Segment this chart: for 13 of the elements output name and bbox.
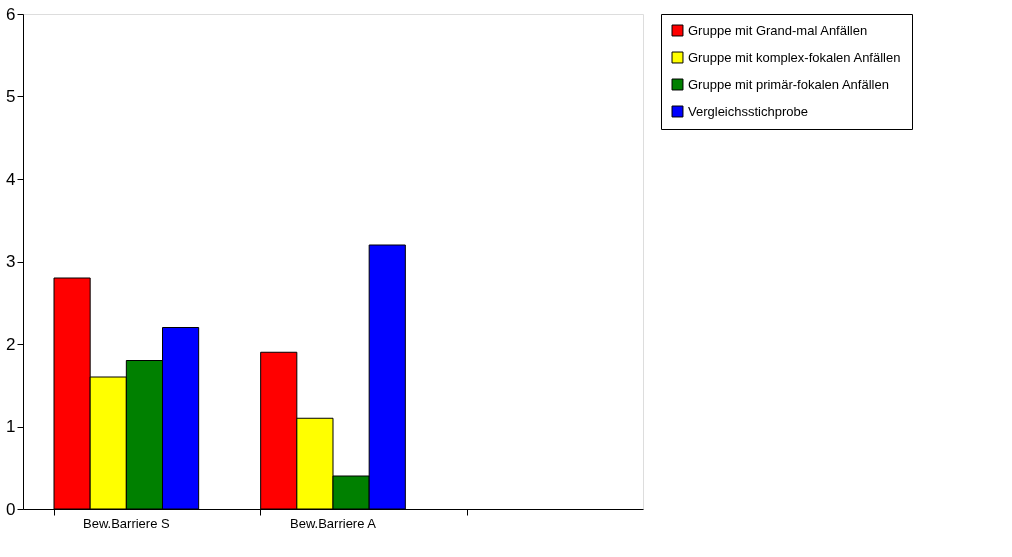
y-tick-label: 5 <box>6 87 16 106</box>
legend-label: Gruppe mit Grand-mal Anfällen <box>688 22 868 38</box>
y-tick-label: 6 <box>6 4 16 24</box>
legend-label: Gruppe mit primär-fokalen Anfällen <box>688 76 889 92</box>
y-tick-label: 3 <box>6 252 16 271</box>
y-tick-label: 4 <box>6 169 16 189</box>
x-tick-label: Bew.Barriere S <box>82 515 171 531</box>
legend-label: Gruppe mit komplex-fokalen Anfällen <box>688 49 901 65</box>
x-tick-label: Bew.Barriere A <box>290 515 377 531</box>
legend-label: Vergleichsstichprobe <box>688 103 808 119</box>
y-tick-label: 1 <box>6 417 16 436</box>
y-tick-label: 2 <box>6 334 16 354</box>
y-tick-label: 0 <box>6 499 16 519</box>
